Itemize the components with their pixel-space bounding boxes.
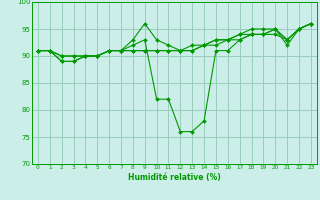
X-axis label: Humidité relative (%): Humidité relative (%) [128,173,221,182]
